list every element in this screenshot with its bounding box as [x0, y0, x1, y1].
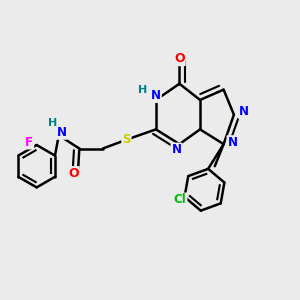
- Text: N: N: [172, 143, 182, 157]
- Text: N: N: [227, 136, 237, 149]
- Text: Cl: Cl: [174, 194, 187, 206]
- Text: S: S: [122, 133, 131, 146]
- Text: F: F: [25, 136, 33, 148]
- Text: N: N: [57, 126, 67, 139]
- Text: O: O: [68, 167, 79, 180]
- Text: N: N: [151, 89, 161, 102]
- Text: H: H: [138, 85, 147, 94]
- Text: O: O: [174, 52, 185, 65]
- Text: N: N: [239, 105, 249, 118]
- Text: H: H: [48, 118, 58, 128]
